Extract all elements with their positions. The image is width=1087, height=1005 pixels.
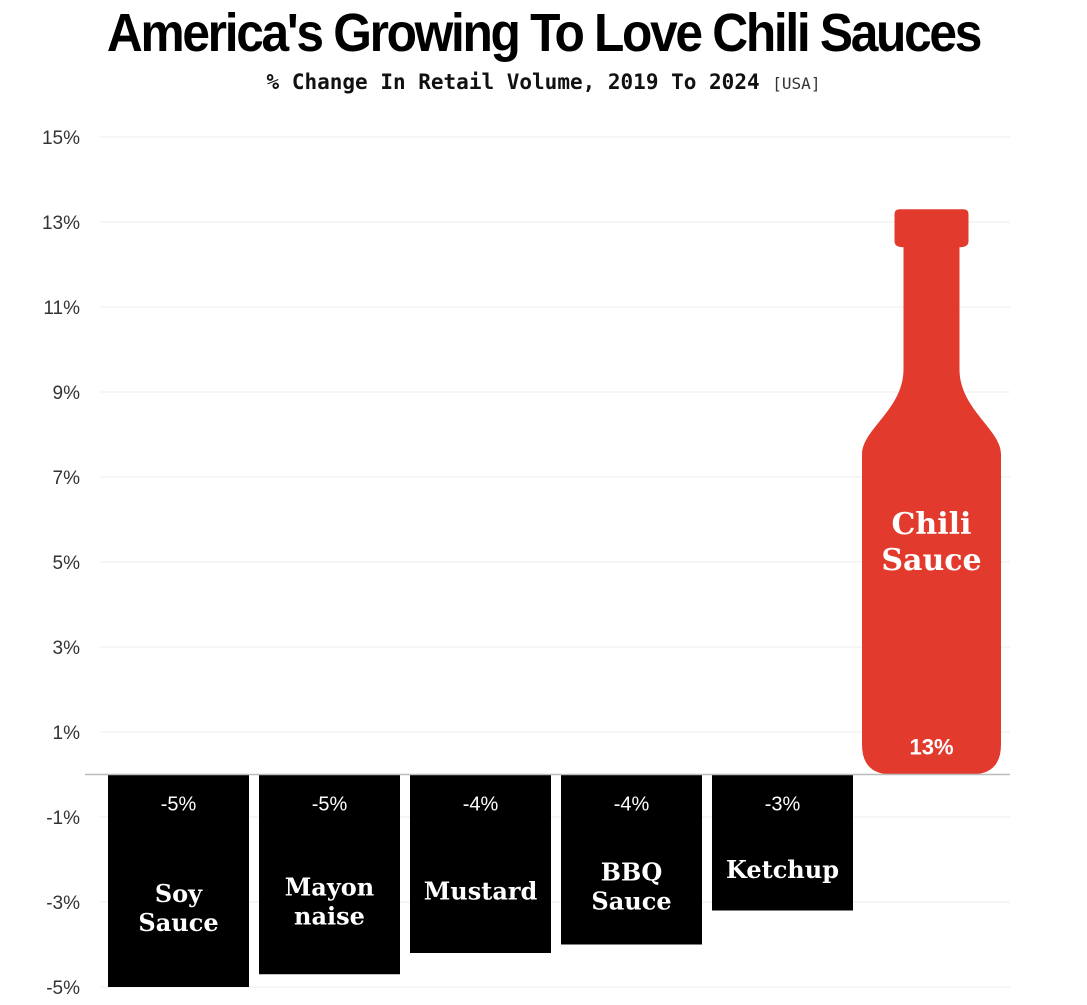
subtitle-region-tag: [USA]: [772, 74, 821, 93]
bar: [259, 774, 400, 975]
y-tick-label: -3%: [46, 893, 80, 914]
category-label: Chili: [892, 507, 972, 542]
category-label: Sauce: [591, 887, 671, 916]
y-tick-label: 13%: [42, 213, 80, 234]
y-tick-label: 5%: [53, 553, 81, 574]
y-tick-label: 9%: [53, 383, 81, 404]
category-label: Ketchup: [726, 855, 839, 884]
y-tick-label: 1%: [53, 723, 81, 744]
value-label: -3%: [765, 794, 801, 816]
chart-title: America's Growing To Love Chili Sauces: [106, 3, 982, 63]
value-label: -4%: [614, 794, 650, 816]
y-tick-label: 11%: [43, 298, 80, 319]
y-tick-label: -5%: [46, 978, 80, 999]
category-label: Mayon: [285, 872, 375, 901]
category-label: BBQ: [601, 858, 662, 887]
bar: [712, 774, 853, 911]
bar: [561, 774, 702, 945]
bar-bottle: [862, 209, 1001, 775]
bar: [108, 774, 249, 987]
bar: [410, 774, 551, 953]
value-label: -4%: [463, 794, 499, 816]
chart-subtitle: % Change In Retail Volume, 2019 To 2024 …: [0, 70, 1087, 94]
y-tick-label: -1%: [46, 808, 80, 829]
category-label: Sauce: [138, 908, 218, 937]
category-label: naise: [294, 901, 365, 930]
value-label: 13%: [909, 735, 953, 760]
category-label: Soy: [155, 879, 203, 908]
y-tick-label: 15%: [42, 128, 80, 149]
y-tick-label: 7%: [53, 468, 81, 489]
category-label: Sauce: [881, 543, 981, 578]
value-label: -5%: [312, 794, 348, 816]
value-label: -5%: [161, 794, 197, 816]
subtitle-text: % Change In Retail Volume, 2019 To 2024: [266, 70, 760, 94]
y-tick-label: 3%: [53, 638, 81, 659]
category-label: Mustard: [424, 876, 538, 905]
